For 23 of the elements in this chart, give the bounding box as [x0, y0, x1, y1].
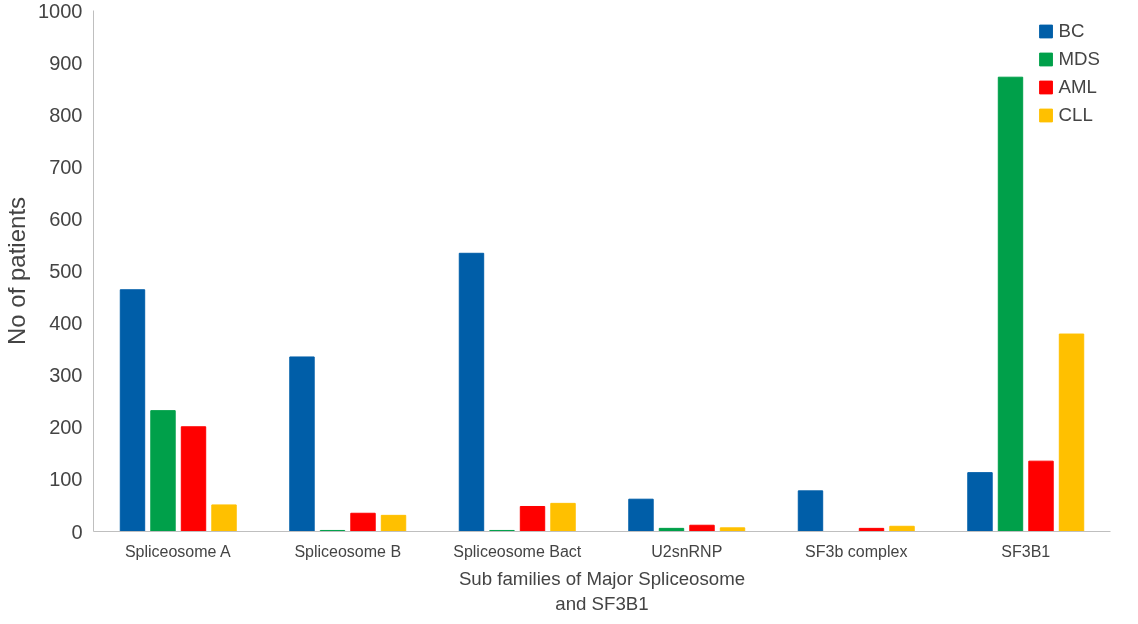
y-tick-label: 400 [49, 312, 83, 335]
x-tick-label: Spliceosome A [124, 542, 232, 560]
y-tick-label: 100 [49, 468, 83, 491]
legend-label: AML [1058, 76, 1097, 98]
x-tick-label: U2snRNP [651, 542, 723, 560]
x-tick-label: SF3b complex [805, 542, 908, 560]
x-tick-label: Spliceosome B [294, 542, 402, 560]
y-tick-label: 700 [49, 155, 83, 178]
y-tick-label: 0 [71, 520, 83, 543]
y-tick-label: 1000 [38, 0, 83, 22]
x-axis-title: Sub families of Major Spliceosome and SF3B1 [458, 567, 746, 614]
y-tick-label: 800 [49, 103, 83, 126]
y-tick-label: 600 [49, 207, 83, 230]
y-axis-title: No of patients [3, 196, 31, 346]
x-tick-label: SF3B1 [1001, 542, 1051, 560]
y-tick-label: 300 [49, 364, 83, 387]
y-tick-label: 900 [49, 51, 83, 74]
legend-label: BC [1058, 20, 1085, 42]
x-tick-label: Spliceosome Bact [453, 542, 582, 560]
y-tick-label: 500 [49, 260, 83, 282]
legend-label: MDS [1058, 48, 1100, 70]
y-tick-label: 200 [49, 416, 83, 439]
legend-label: CLL [1058, 104, 1093, 126]
